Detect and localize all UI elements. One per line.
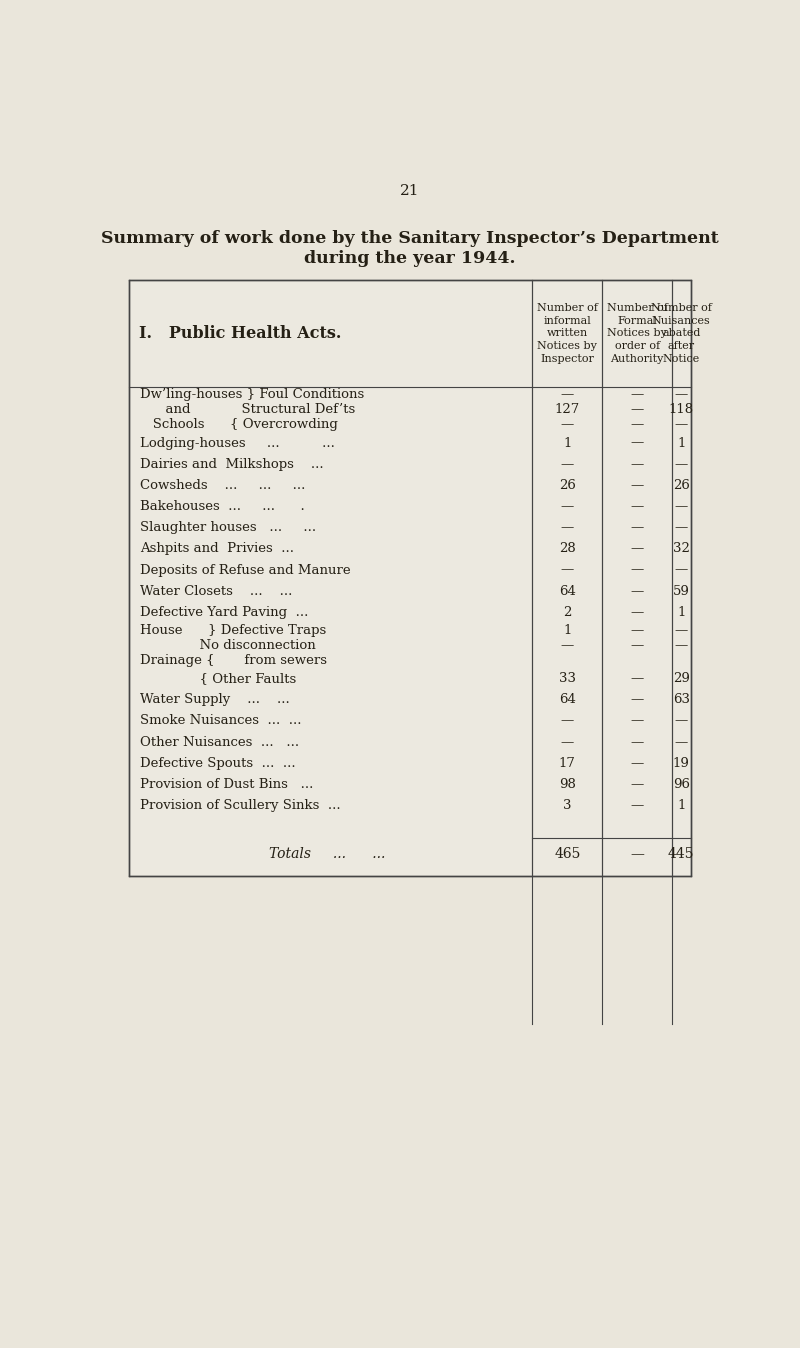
Text: 19: 19 (673, 756, 690, 770)
Text: Number of
Formal
Notices by
order of
Authority: Number of Formal Notices by order of Aut… (606, 303, 667, 364)
Text: —: — (674, 500, 688, 514)
Text: Totals     ...      ...: Totals ... ... (269, 847, 386, 861)
Text: —: — (561, 522, 574, 534)
Text: Dairies and  Milkshops    ...: Dairies and Milkshops ... (140, 458, 324, 470)
Text: —: — (561, 418, 574, 431)
Text: —: — (630, 500, 644, 514)
Text: I.   Public Health Acts.: I. Public Health Acts. (138, 325, 341, 342)
Text: Water Closets    ...    ...: Water Closets ... ... (140, 585, 293, 597)
Text: and            Structural Def’ts: and Structural Def’ts (140, 403, 355, 417)
Text: —: — (630, 799, 644, 813)
Text: No disconnection: No disconnection (140, 639, 316, 652)
Text: —: — (630, 388, 644, 402)
Text: —: — (630, 522, 644, 534)
Text: Provision of Scullery Sinks  ...: Provision of Scullery Sinks ... (140, 799, 341, 813)
Text: Dw’ling-houses } Foul Conditions: Dw’ling-houses } Foul Conditions (140, 388, 365, 402)
Text: 127: 127 (554, 403, 580, 417)
Text: 1: 1 (563, 624, 571, 638)
Text: —: — (630, 458, 644, 470)
Text: —: — (630, 756, 644, 770)
Text: Number of
informal
written
Notices by
Inspector: Number of informal written Notices by In… (537, 303, 598, 364)
Text: —: — (561, 500, 574, 514)
Text: Slaughter houses   ...     ...: Slaughter houses ... ... (140, 522, 317, 534)
Text: —: — (674, 563, 688, 577)
Text: 59: 59 (673, 585, 690, 597)
Text: —: — (674, 418, 688, 431)
Text: 26: 26 (559, 479, 576, 492)
Text: 17: 17 (559, 756, 576, 770)
Text: Smoke Nuisances  ...  ...: Smoke Nuisances ... ... (140, 714, 302, 728)
Text: —: — (630, 639, 644, 652)
Text: Schools      { Overcrowding: Schools { Overcrowding (140, 418, 338, 431)
Text: Deposits of Refuse and Manure: Deposits of Refuse and Manure (140, 563, 351, 577)
Text: 1: 1 (677, 799, 686, 813)
Text: 1: 1 (677, 605, 686, 619)
Text: —: — (674, 714, 688, 728)
Text: —: — (674, 388, 688, 402)
Text: 32: 32 (673, 542, 690, 555)
Text: 29: 29 (673, 673, 690, 685)
Text: Defective Yard Paving  ...: Defective Yard Paving ... (140, 605, 309, 619)
Text: —: — (561, 736, 574, 748)
Text: —: — (630, 778, 644, 791)
Text: —: — (630, 736, 644, 748)
Text: Lodging-houses     ...          ...: Lodging-houses ... ... (140, 437, 335, 449)
Text: Drainage {       from sewers: Drainage { from sewers (140, 654, 327, 667)
Text: House      } Defective Traps: House } Defective Traps (140, 624, 326, 638)
Text: —: — (674, 522, 688, 534)
Text: —: — (561, 639, 574, 652)
Text: —: — (674, 639, 688, 652)
Text: —: — (561, 563, 574, 577)
Text: —: — (630, 479, 644, 492)
Text: Water Supply    ...    ...: Water Supply ... ... (140, 693, 290, 706)
Text: 28: 28 (559, 542, 576, 555)
Text: —: — (630, 673, 644, 685)
Text: —: — (674, 736, 688, 748)
Text: 2: 2 (563, 605, 571, 619)
Text: 96: 96 (673, 778, 690, 791)
Text: Number of
Nuisances
abated
after
Notice: Number of Nuisances abated after Notice (651, 303, 712, 364)
Text: 26: 26 (673, 479, 690, 492)
Text: Other Nuisances  ...   ...: Other Nuisances ... ... (140, 736, 299, 748)
Text: during the year 1944.: during the year 1944. (304, 251, 516, 267)
Text: 1: 1 (677, 437, 686, 449)
Text: —: — (630, 563, 644, 577)
Text: —: — (630, 624, 644, 638)
Text: Summary of work done by the Sanitary Inspector’s Department: Summary of work done by the Sanitary Ins… (101, 231, 719, 247)
Text: —: — (674, 624, 688, 638)
Text: 64: 64 (559, 585, 576, 597)
Text: —: — (630, 605, 644, 619)
Text: —: — (561, 388, 574, 402)
Text: —: — (630, 847, 644, 861)
Text: —: — (674, 458, 688, 470)
Text: —: — (630, 585, 644, 597)
Text: —: — (630, 437, 644, 449)
Text: —: — (561, 458, 574, 470)
Text: —: — (630, 403, 644, 417)
Text: —: — (630, 542, 644, 555)
Text: 33: 33 (559, 673, 576, 685)
Text: —: — (630, 693, 644, 706)
Text: 445: 445 (668, 847, 694, 861)
Text: 63: 63 (673, 693, 690, 706)
Text: —: — (561, 714, 574, 728)
Text: Provision of Dust Bins   ...: Provision of Dust Bins ... (140, 778, 314, 791)
Text: 98: 98 (559, 778, 576, 791)
Text: Bakehouses  ...     ...      .: Bakehouses ... ... . (140, 500, 305, 514)
Text: 118: 118 (669, 403, 694, 417)
Text: —: — (630, 714, 644, 728)
Text: 21: 21 (400, 185, 420, 198)
Text: Defective Spouts  ...  ...: Defective Spouts ... ... (140, 756, 296, 770)
Text: 64: 64 (559, 693, 576, 706)
Text: —: — (630, 418, 644, 431)
Text: { Other Faults: { Other Faults (140, 673, 297, 685)
Text: Ashpits and  Privies  ...: Ashpits and Privies ... (140, 542, 294, 555)
Text: 3: 3 (563, 799, 571, 813)
Text: 465: 465 (554, 847, 581, 861)
Text: 1: 1 (563, 437, 571, 449)
Bar (130, 279, 690, 1024)
Bar (130, 279, 690, 876)
Text: Cowsheds    ...     ...     ...: Cowsheds ... ... ... (140, 479, 306, 492)
